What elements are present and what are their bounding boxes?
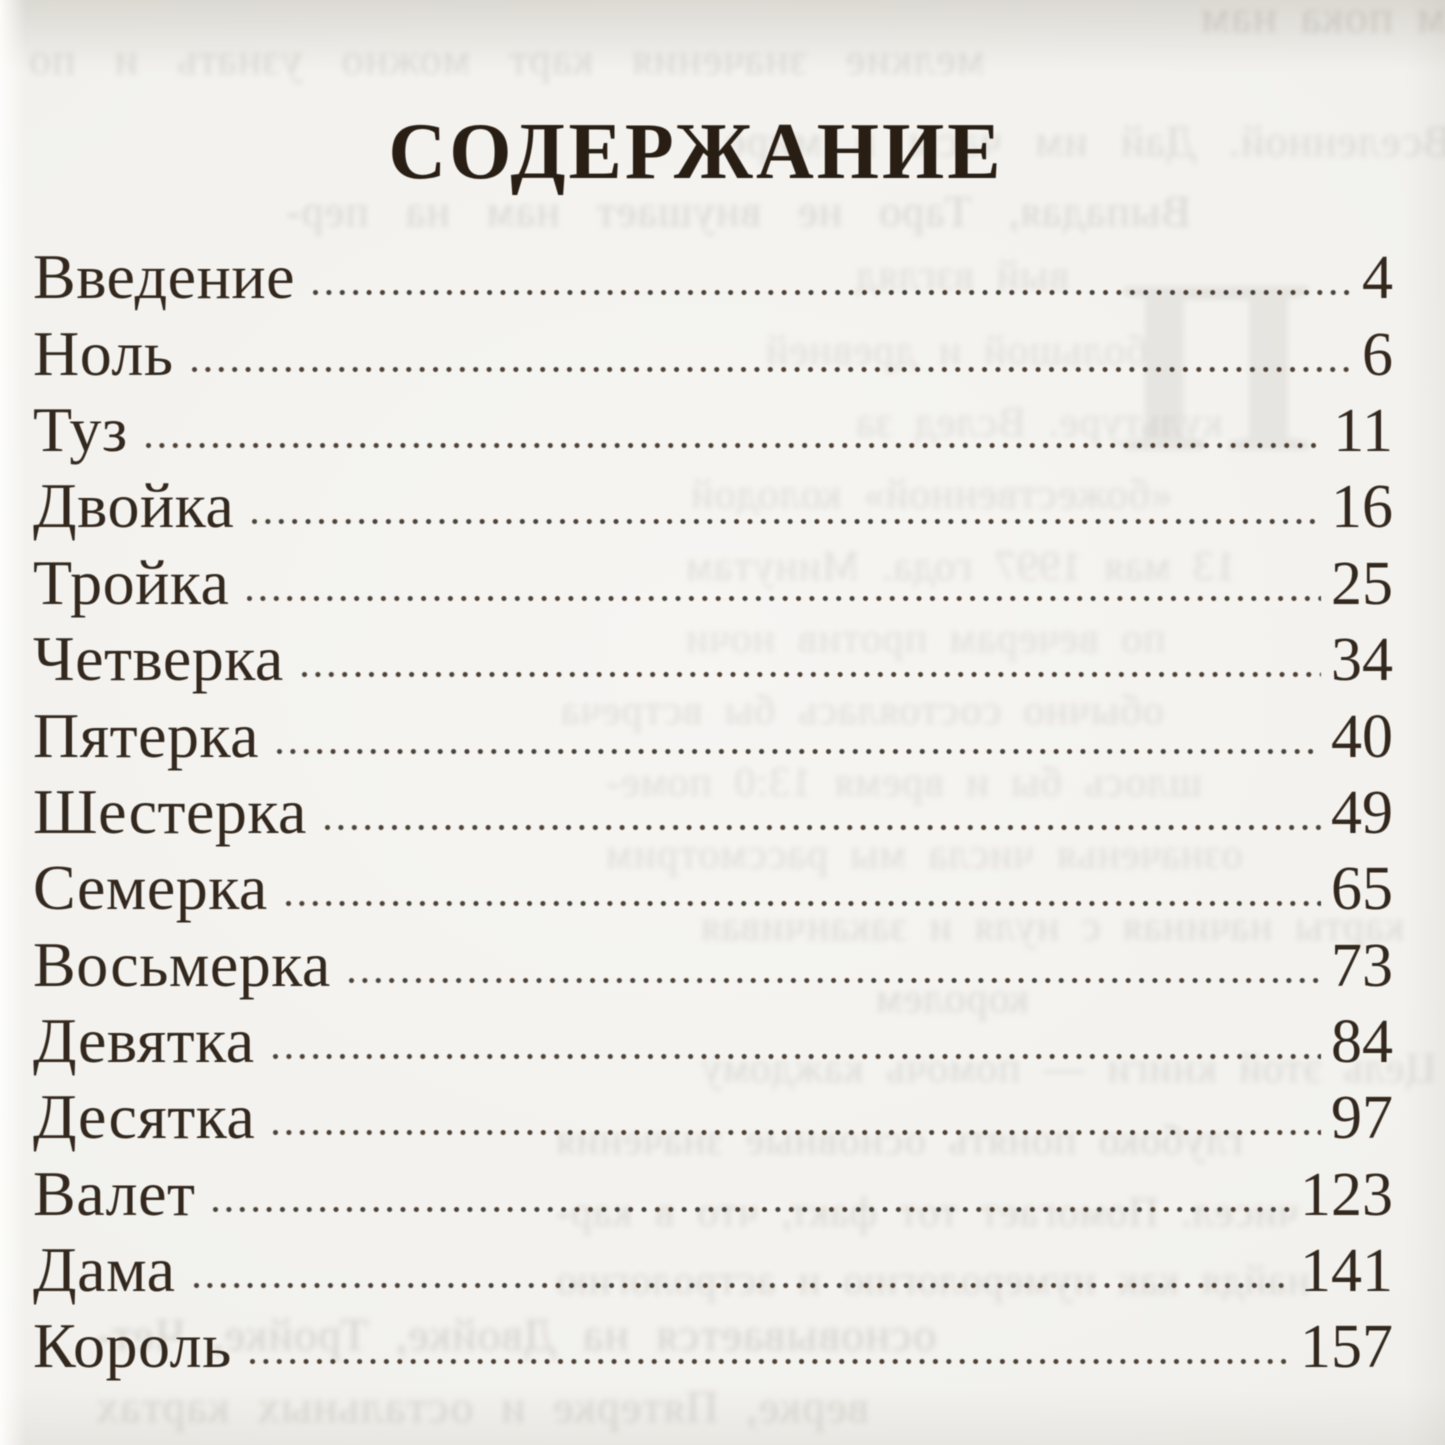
toc-entry-page: 73 (1331, 931, 1393, 1000)
toc-entry-label: Пятерка (33, 699, 260, 771)
toc-row: Девятка 84 (33, 997, 1393, 1073)
toc-entry-page: 65 (1331, 855, 1393, 924)
dot-leader (247, 1357, 1290, 1367)
toc-row: Введение 4 (33, 233, 1393, 313)
toc-entry-page: 25 (1331, 549, 1393, 618)
toc-entry-page: 40 (1331, 702, 1393, 771)
toc-entry-page: 49 (1331, 778, 1393, 847)
toc-entry-page: 11 (1333, 397, 1393, 466)
page-title: СОДЕРЖАНИЕ (388, 108, 1004, 196)
dot-leader (346, 975, 1321, 985)
toc-row: Семерка 65 (33, 844, 1393, 924)
toc-entry-page: 34 (1331, 626, 1393, 695)
dot-leader (189, 364, 1352, 374)
toc-entry-page: 16 (1331, 473, 1393, 542)
toc-entry-label: Шестерка (33, 775, 307, 847)
dot-leader (143, 441, 1324, 451)
toc-row: Восьмерка 73 (33, 920, 1393, 1000)
toc-entry-label: Валет (33, 1157, 196, 1229)
toc-row: Валет 123 (33, 1149, 1393, 1229)
toc-entry-page: 123 (1300, 1160, 1393, 1229)
toc-entry-page: 6 (1362, 320, 1393, 389)
toc-entry-label: Туз (33, 394, 128, 466)
toc-entry-label: Семерка (33, 852, 268, 924)
dot-leader (275, 746, 1321, 756)
dot-leader (245, 593, 1321, 603)
toc-entry-label: Ноль (33, 317, 174, 389)
dot-leader (310, 288, 1352, 298)
toc-entry-page: 4 (1362, 244, 1393, 313)
toc-row: Ноль 6 (33, 309, 1393, 389)
toc-entry-label: Дама (33, 1234, 176, 1306)
toc-row: Дама 141 (33, 1226, 1393, 1306)
toc-entry-page: 97 (1331, 1084, 1393, 1153)
dot-leader (211, 1204, 1290, 1214)
toc-entry-label: Десятка (33, 1081, 256, 1153)
toc-entry-label: Девятка (33, 1004, 255, 1076)
dot-leader (250, 517, 1321, 527)
toc-entry-label: Введение (33, 241, 295, 313)
dot-leader (299, 670, 1321, 680)
toc-list: Введение 4 Ноль 6 Туз 11 Двойка 16 Тройк… (33, 233, 1393, 1382)
dot-leader (270, 1051, 1321, 1061)
dot-leader (271, 1128, 1321, 1138)
toc-row: Туз 11 (33, 386, 1393, 466)
toc-row: Король 157 (33, 1302, 1393, 1382)
toc-entry-page: 157 (1300, 1313, 1393, 1382)
dot-leader (191, 1281, 1290, 1291)
toc-row: Шестерка 49 (33, 768, 1393, 844)
dot-leader (283, 899, 1321, 909)
toc-entry-label: Двойка (33, 470, 235, 542)
toc-row: Десятка 97 (33, 1073, 1393, 1153)
toc-entry-label: Восьмерка (33, 928, 331, 1000)
toc-row: Тройка 25 (33, 538, 1393, 618)
toc-row: Пятерка 40 (33, 691, 1393, 771)
toc-row: Четверка 34 (33, 615, 1393, 695)
toc-entry-page: 84 (1331, 1007, 1393, 1076)
toc-entry-label: Четверка (33, 623, 284, 695)
toc-row: Двойка 16 (33, 462, 1393, 542)
toc-entry-label: Тройка (33, 546, 230, 618)
toc-entry-page: 141 (1300, 1237, 1393, 1306)
toc-entry-label: Король (33, 1310, 232, 1382)
dot-leader (322, 822, 1321, 832)
